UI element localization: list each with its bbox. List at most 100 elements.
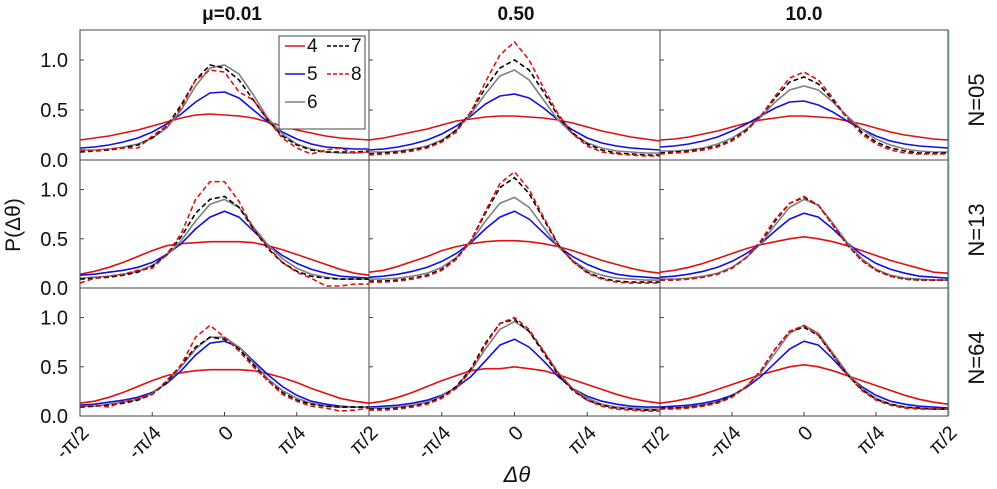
- series-line-6: [80, 336, 369, 408]
- series-line-4: [659, 363, 949, 405]
- series-line-6: [660, 198, 948, 281]
- panel-frame: [368, 287, 661, 417]
- series-line-4: [659, 115, 949, 141]
- panel-r1-c0: [79, 180, 370, 287]
- series-line-7: [660, 196, 948, 281]
- x-tick-label: -π/4: [414, 422, 456, 464]
- series-line-6: [660, 324, 948, 410]
- series-line-5: [368, 93, 661, 151]
- x-axis-label: Δθ: [503, 462, 531, 487]
- column-title-0-50: 0.50: [498, 4, 535, 25]
- panel-frame: [659, 287, 949, 417]
- x-tick-label: -π/2: [52, 422, 94, 464]
- y-tick-label: 0.5: [40, 100, 68, 122]
- x-tick-labels: -π/2 -π/4 0 π/4 π/2 -π/4 0 π/4 π/2 -π/4 0 π/4 π/2: [52, 412, 962, 464]
- series-line-7: [368, 59, 660, 156]
- y-tick-label: 0.5: [40, 229, 68, 251]
- x-tick-label: 0: [215, 422, 238, 445]
- panel-r1-c1: [368, 170, 661, 284]
- series-line-7: [79, 195, 369, 280]
- series-line-8: [369, 316, 660, 412]
- row-label-n05: N=05: [964, 73, 989, 126]
- panel-r0-c1: [368, 40, 661, 157]
- y-tick-label: 1.0: [40, 180, 68, 202]
- legend-label-4: 4: [307, 36, 318, 57]
- series-line-7: [660, 326, 948, 410]
- y-tick-label: 0.0: [40, 150, 68, 172]
- x-tick-label: π/2: [636, 422, 673, 459]
- panel-frame: [368, 29, 661, 161]
- series-line-8: [79, 324, 370, 412]
- panel-r2-c2: [659, 324, 949, 410]
- series-line-5: [368, 210, 661, 279]
- y-tick-label: 0.0: [40, 278, 68, 300]
- series-line-8: [368, 40, 660, 157]
- series-line-8: [660, 195, 948, 281]
- column-title-10-0: 10.0: [786, 4, 823, 25]
- panel-grid: [79, 29, 950, 417]
- x-tick-label: π/2: [924, 422, 961, 459]
- legend: 4 5 6 7 8: [278, 35, 366, 130]
- series-line-4: [79, 113, 370, 141]
- series-line-5: [659, 212, 949, 279]
- series-line-6: [369, 320, 660, 410]
- series-line-4: [368, 239, 661, 274]
- panel-r2-c0: [79, 324, 370, 412]
- series-line-6: [660, 85, 948, 153]
- panel-frame: [79, 159, 370, 289]
- legend-label-7: 7: [351, 36, 362, 57]
- x-tick-label: 0: [505, 422, 528, 445]
- y-tick-label: 1.0: [40, 50, 68, 72]
- y-tick-label: 0.5: [40, 357, 68, 379]
- y-tick-label: 0.0: [40, 406, 68, 428]
- x-tick-label: -π/4: [124, 422, 166, 464]
- series-line-4: [368, 115, 661, 142]
- series-line-7: [369, 176, 660, 283]
- panel-frames: [79, 29, 950, 417]
- series-line-5: [79, 340, 369, 408]
- y-axis-label: P(Δθ): [2, 198, 25, 252]
- x-tick-label: π/4: [273, 422, 310, 459]
- panel-frame: [368, 159, 661, 289]
- series-line-4: [79, 240, 370, 276]
- series-line-4: [659, 235, 949, 274]
- x-tick-label: 0: [794, 422, 817, 445]
- series-line-5: [79, 91, 369, 150]
- row-label-n13: N=13: [964, 203, 989, 256]
- series-line-5: [79, 210, 370, 279]
- y-tick-labels: 0.0 0.5 1.0 0.0 0.5 1.0 0.0 0.5 1.0: [40, 50, 664, 428]
- panel-r1-c2: [659, 195, 949, 281]
- series-line-8: [659, 71, 948, 155]
- series-line-6: [369, 69, 660, 154]
- series-line-8: [660, 324, 948, 410]
- series-line-5: [368, 338, 660, 408]
- series-line-8: [369, 170, 660, 284]
- panel-r0-c2: [659, 71, 949, 155]
- panel-frame: [79, 287, 370, 417]
- x-tick-label: -π/4: [704, 422, 746, 464]
- x-tick-label: π/4: [564, 422, 601, 459]
- y-tick-label: 1.0: [40, 308, 68, 330]
- x-tick-label: π/4: [852, 422, 889, 459]
- legend-box: [278, 35, 366, 130]
- legend-label-6: 6: [307, 92, 318, 113]
- column-title-mu-0-01: μ=0.01: [202, 4, 262, 25]
- series-line-6: [369, 196, 660, 281]
- panel-r2-c1: [368, 316, 661, 412]
- panel-frame: [659, 159, 949, 289]
- series-line-5: [659, 100, 949, 149]
- series-line-4: [79, 368, 370, 404]
- legend-label-5: 5: [307, 64, 318, 85]
- panel-r0-c0: [79, 64, 370, 155]
- x-tick-label: π/2: [345, 422, 382, 459]
- series-line-7: [659, 76, 948, 154]
- series-line-7: [79, 336, 369, 408]
- legend-label-8: 8: [351, 64, 362, 85]
- series-line-8: [79, 69, 370, 155]
- series-line-8: [79, 180, 369, 287]
- series-line-5: [659, 340, 949, 409]
- series-line-4: [368, 365, 661, 404]
- row-label-n64: N=64: [964, 331, 989, 384]
- series-line-7: [369, 318, 660, 411]
